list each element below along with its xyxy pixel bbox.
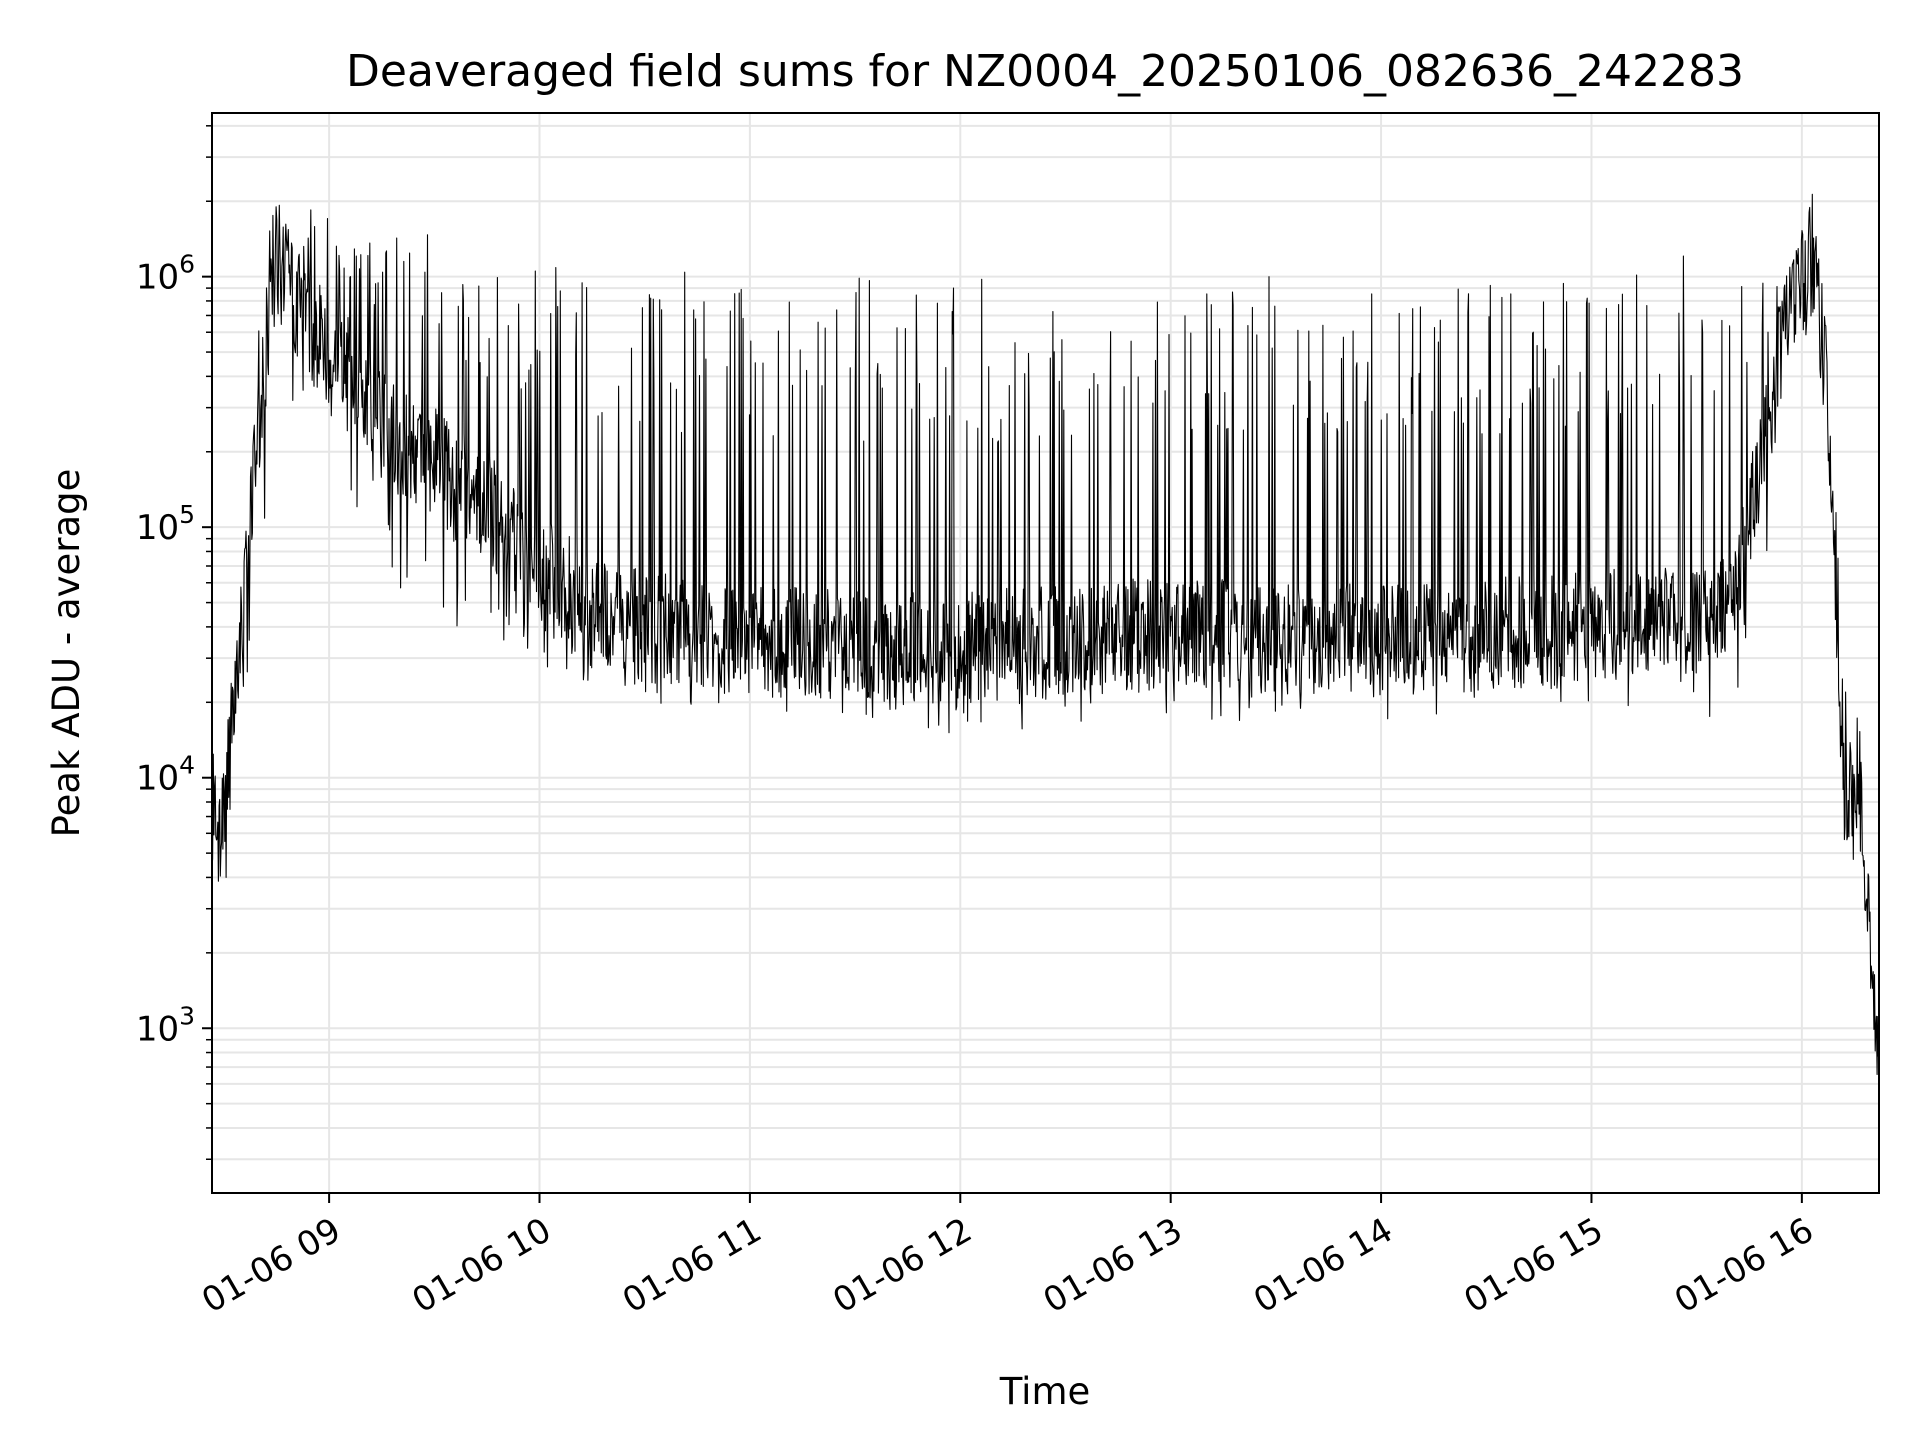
y-tick-label: 104 — [136, 751, 195, 799]
y-axis: 103 104 105 106 — [136, 125, 212, 1161]
x-axis-label: Time — [999, 1370, 1091, 1413]
x-tick-label: 01-06 15 — [1458, 1210, 1610, 1321]
grid — [212, 113, 1879, 1193]
y-tick-label: 106 — [136, 250, 195, 298]
y-tick-label: 105 — [136, 500, 195, 548]
x-tick-label: 01-06 10 — [406, 1210, 558, 1321]
y-tick-label: 103 — [136, 1001, 195, 1049]
series-line — [211, 193, 1880, 1076]
plot-frame — [211, 112, 1880, 1194]
x-axis: 01-06 09 01-06 10 01-06 11 01-06 12 01-06 13… — [195, 1193, 1820, 1321]
x-tick-label: 01-06 13 — [1037, 1210, 1189, 1321]
x-tick-label: 01-06 16 — [1668, 1210, 1820, 1321]
x-tick-label: 01-06 12 — [826, 1210, 978, 1321]
x-tick-label: 01-06 09 — [195, 1210, 347, 1321]
chart-title: Deaveraged field sums for NZ0004_2025010… — [346, 46, 1744, 97]
series-layer — [211, 193, 1880, 1076]
x-tick-label: 01-06 14 — [1247, 1210, 1399, 1321]
y-axis-label: Peak ADU - average — [45, 469, 88, 838]
x-tick-label: 01-06 11 — [616, 1210, 768, 1321]
